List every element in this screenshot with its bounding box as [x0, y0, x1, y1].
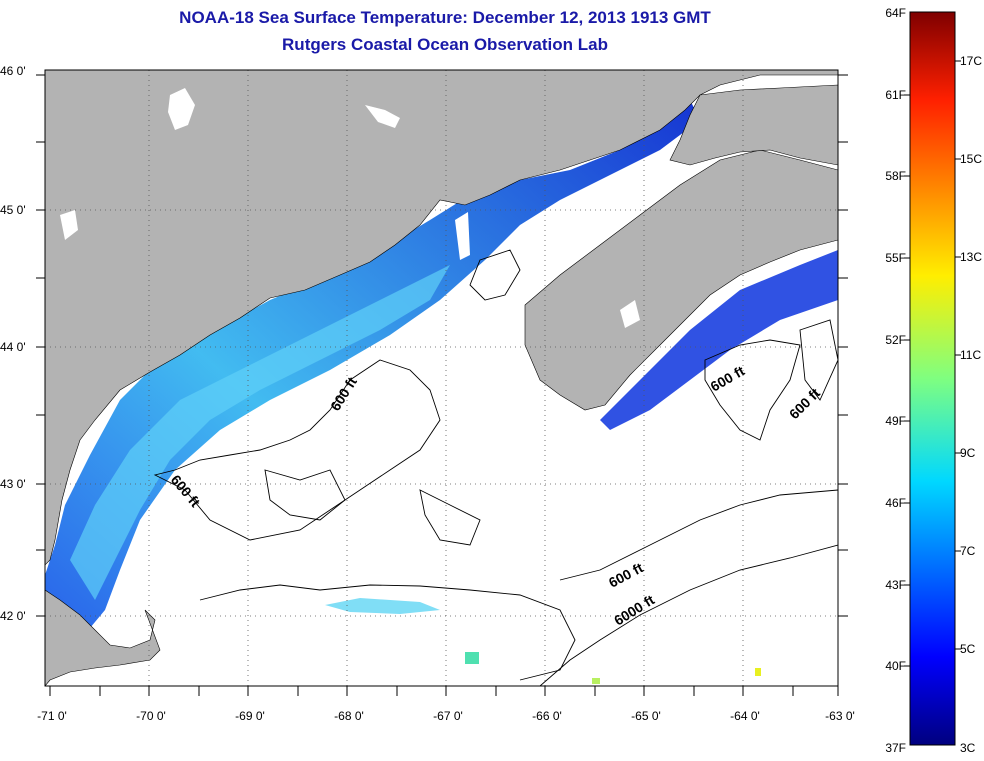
colorbar-ticks: [904, 60, 961, 667]
tick-marks: [36, 74, 848, 696]
land-new-england: [45, 70, 838, 566]
colorbar-f-label: 61F: [885, 88, 906, 102]
lake: [620, 300, 640, 328]
lake: [365, 105, 400, 128]
lon-label: -71 0': [37, 709, 67, 723]
colorbar-c-label: 7C: [960, 544, 976, 558]
lon-label: -63 0': [825, 709, 855, 723]
colorbar-c-label: 3C: [960, 741, 976, 755]
colorbar-f-label: 40F: [885, 659, 906, 673]
bathymetry-contours: [153, 249, 838, 686]
lake: [168, 88, 195, 130]
sst-speck: [465, 652, 479, 664]
coastal-sst-inner: [70, 265, 450, 600]
map-subtitle: Rutgers Coastal Ocean Observation Lab: [282, 35, 608, 54]
colorbar: [909, 11, 956, 746]
colorbar-f-label: 52F: [885, 333, 906, 347]
colorbar-c-label: 5C: [960, 642, 976, 656]
grid-lines: [45, 70, 838, 686]
lon-label: -68 0': [334, 709, 364, 723]
lat-label: 44 0': [0, 340, 26, 354]
colorbar-c-label: 15C: [960, 152, 982, 166]
lon-label: -70 0': [136, 709, 166, 723]
map-frame: [44, 69, 839, 687]
sst-speck: [592, 678, 600, 684]
sst-speck: [755, 668, 761, 676]
colorbar-f-label: 37F: [885, 741, 906, 755]
colorbar-f-label: 49F: [885, 414, 906, 428]
colorbar-f-label: 58F: [885, 169, 906, 183]
coastal-sst-band: [45, 100, 700, 680]
ns-coastal-sst: [600, 250, 838, 430]
land-cape-cod: [45, 589, 161, 686]
lat-label: 42 0': [0, 609, 26, 623]
island: [455, 212, 470, 260]
colorbar-c-label: 13C: [960, 250, 982, 264]
lat-label: 45 0': [0, 203, 26, 217]
lon-label: -64 0': [730, 709, 760, 723]
lon-label: -66 0': [532, 709, 562, 723]
colorbar-c-label: 17C: [960, 54, 982, 68]
lake: [60, 210, 78, 240]
colorbar-f-label: 43F: [885, 578, 906, 592]
lat-label: 46 0': [0, 64, 26, 78]
colorbar-f-label: 46F: [885, 496, 906, 510]
map-title: NOAA-18 Sea Surface Temperature: Decembe…: [179, 8, 711, 27]
colorbar-c-label: 9C: [960, 446, 976, 460]
land-nova-scotia: [524, 149, 838, 411]
lon-label: -67 0': [433, 709, 463, 723]
colorbar-f-label: 64F: [885, 6, 906, 20]
georges-bank-sst: [325, 598, 440, 614]
colorbar-c-label: 11C: [960, 348, 981, 362]
lat-label: 43 0': [0, 477, 26, 491]
lon-label: -69 0': [235, 709, 265, 723]
lon-label: -65 0': [631, 709, 661, 723]
land-new-brunswick: [669, 84, 838, 166]
colorbar-f-label: 55F: [885, 251, 906, 265]
